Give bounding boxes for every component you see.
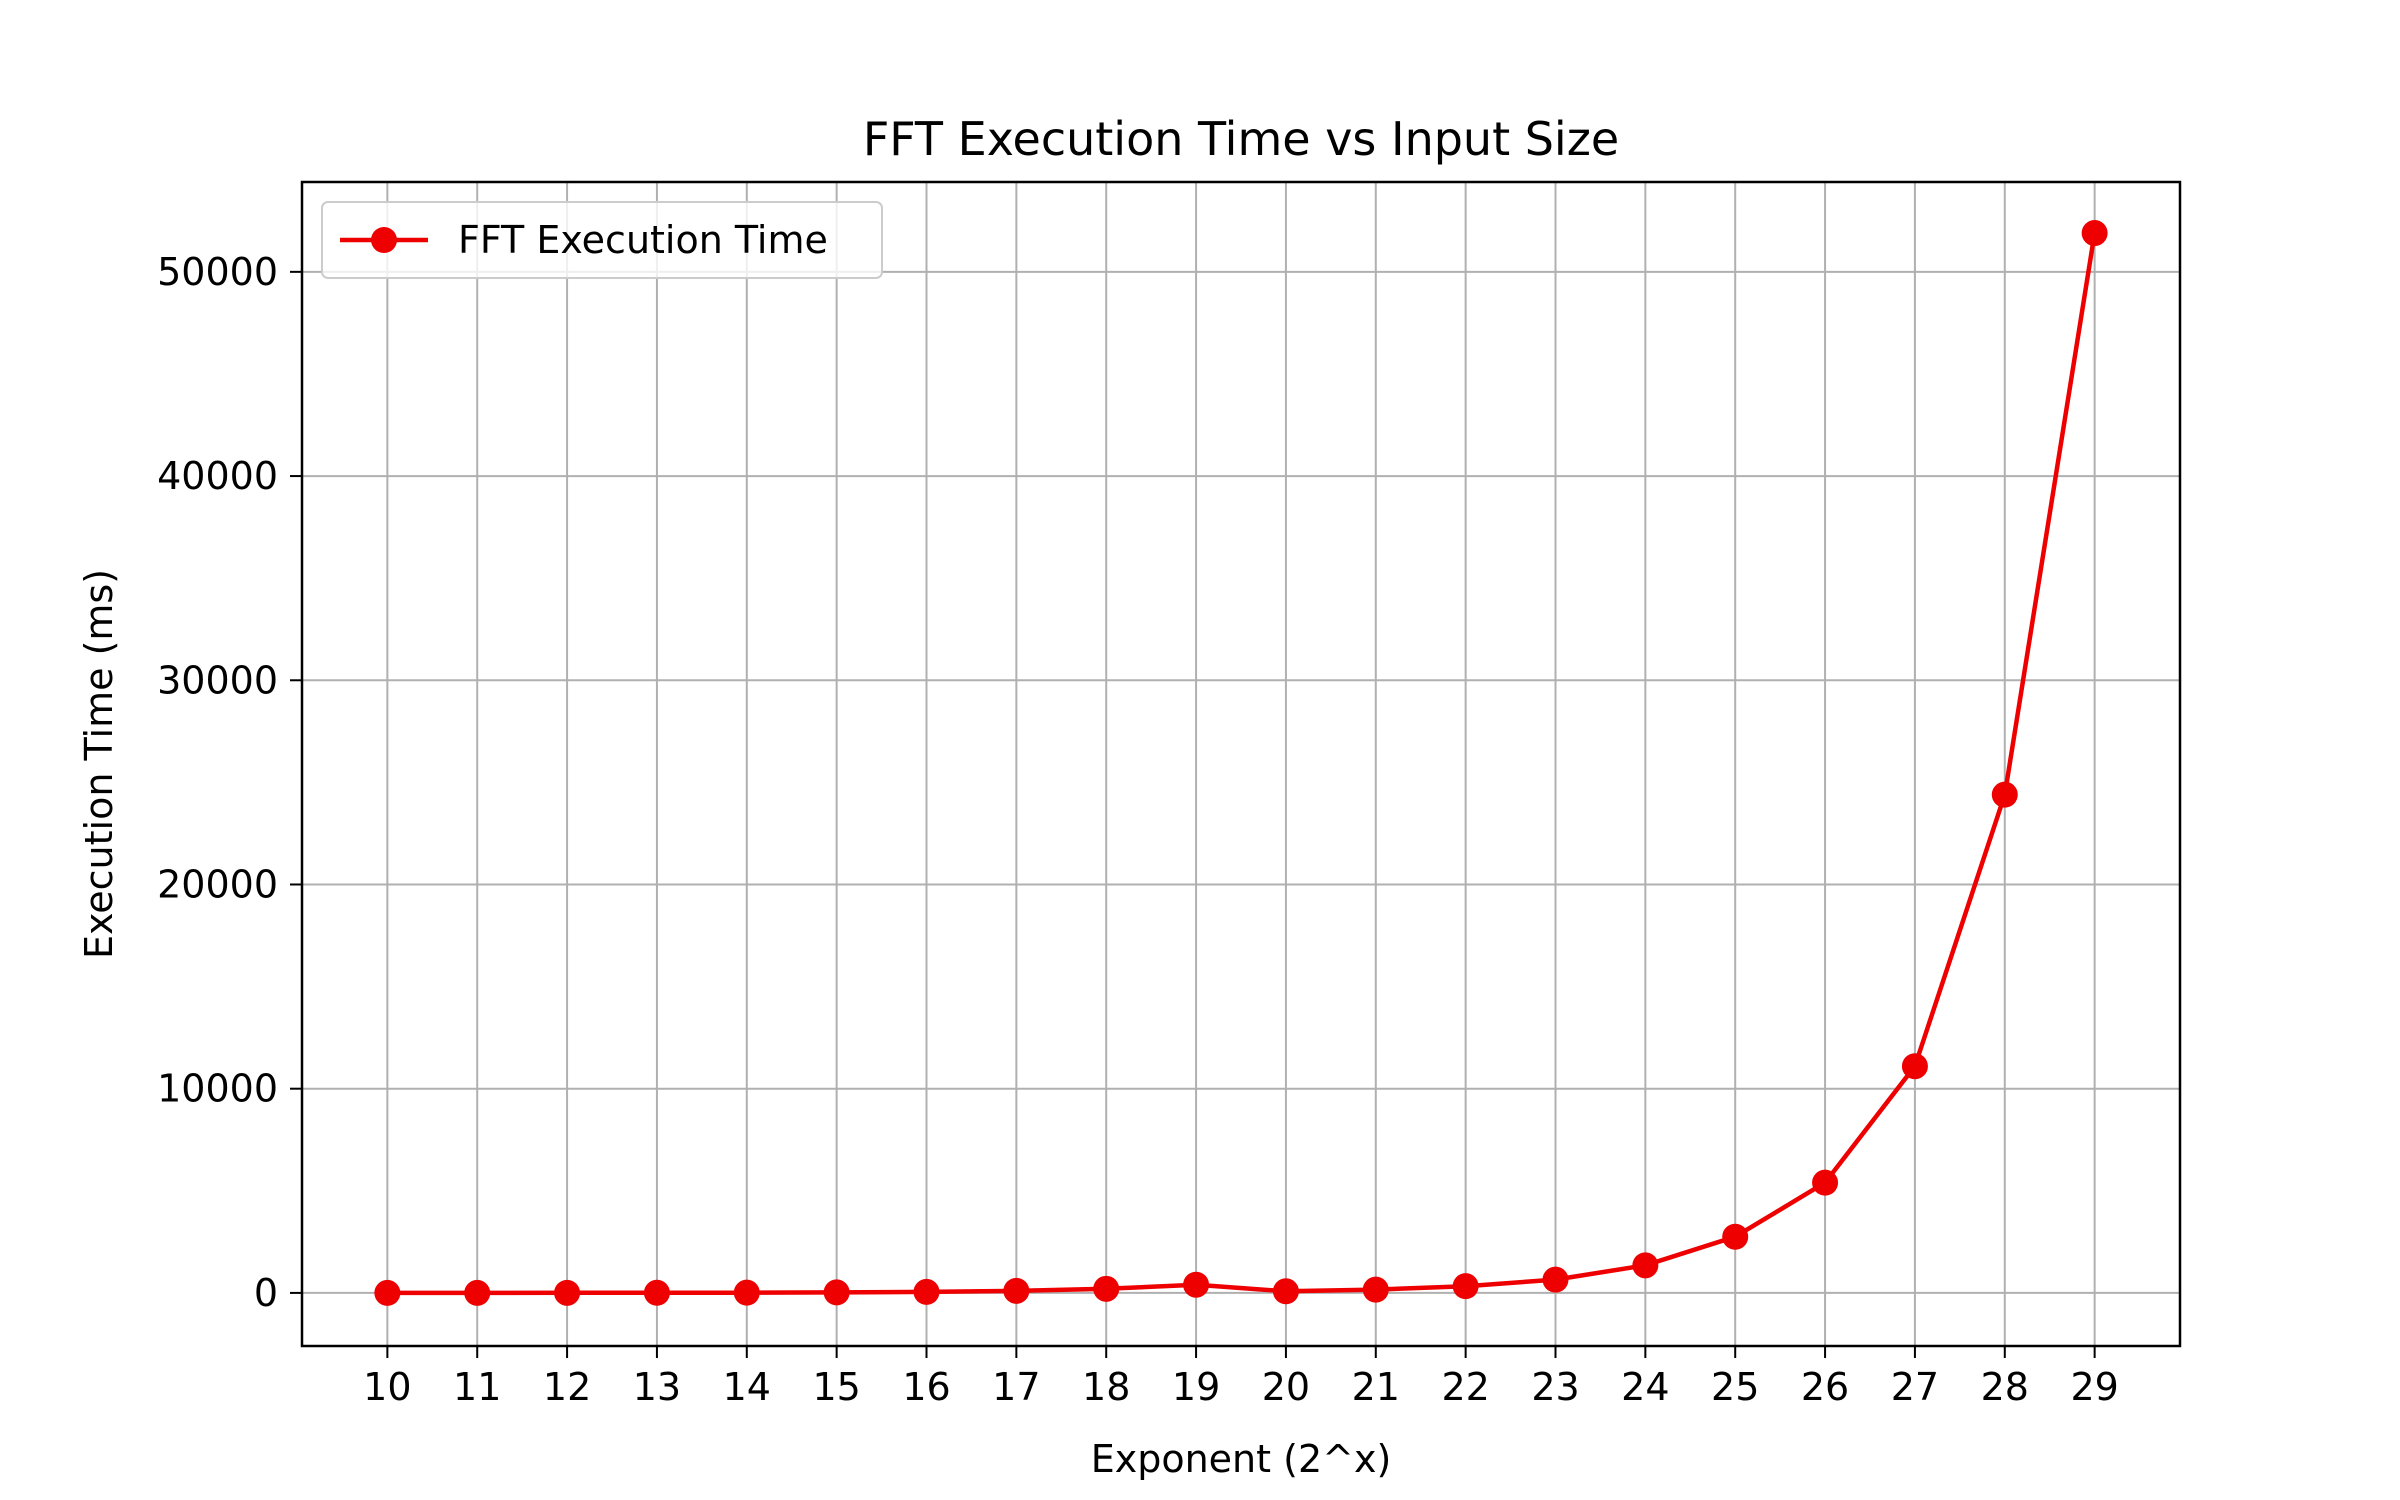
legend-label: FFT Execution Time [458, 218, 828, 262]
plot-frame [300, 180, 2182, 1348]
x-tick-label: 14 [723, 1365, 771, 1409]
data-point [733, 1279, 760, 1306]
x-tick-label: 28 [1981, 1365, 2029, 1409]
x-tick-label: 29 [2070, 1365, 2118, 1409]
data-point [1901, 1053, 1928, 1080]
legend-box [321, 201, 883, 279]
data-point [1183, 1271, 1210, 1298]
chart-title: FFT Execution Time vs Input Size [863, 112, 1619, 166]
data-point [464, 1279, 491, 1306]
x-tick-label: 18 [1082, 1365, 1130, 1409]
x-tick-label: 25 [1711, 1365, 1759, 1409]
x-tick-label: 12 [543, 1365, 591, 1409]
legend: FFT Execution Time [321, 201, 883, 279]
data-point [2081, 220, 2108, 247]
x-tick-label: 22 [1441, 1365, 1489, 1409]
y-axis-ticks: 0 10000 20000 30000 40000 50000 [157, 250, 302, 1315]
legend-marker-swatch [371, 227, 397, 253]
data-point [1812, 1169, 1839, 1196]
data-point [1991, 781, 2018, 808]
x-tick-label: 10 [363, 1365, 411, 1409]
data-point [1362, 1276, 1389, 1303]
data-point [1722, 1223, 1749, 1250]
data-point [1272, 1278, 1299, 1305]
y-tick-label: 10000 [157, 1067, 278, 1111]
series-line [387, 232, 2097, 1296]
y-tick-label: 40000 [157, 454, 278, 498]
data-point [823, 1279, 850, 1306]
x-tick-label: 21 [1352, 1365, 1400, 1409]
y-axis-title: Execution Time (ms) [77, 569, 121, 959]
x-axis-ticks: 10 11 12 13 14 15 16 17 18 19 20 21 22 23 24 25 26 27 28 29 [363, 1346, 2119, 1409]
y-tick-label: 50000 [157, 250, 278, 294]
x-tick-label: 20 [1262, 1365, 1310, 1409]
series-layer [387, 232, 2097, 1296]
x-tick-label: 23 [1531, 1365, 1579, 1409]
data-point [1003, 1277, 1030, 1304]
x-tick-label: 27 [1891, 1365, 1939, 1409]
data-point [643, 1279, 670, 1306]
y-tick-label: 30000 [157, 658, 278, 702]
y-tick-label: 20000 [157, 862, 278, 906]
x-tick-label: 26 [1801, 1365, 1849, 1409]
marker-layer [374, 220, 2108, 1306]
data-point [1093, 1275, 1120, 1302]
x-tick-label: 11 [453, 1365, 501, 1409]
x-axis-title: Exponent (2^x) [1091, 1437, 1392, 1481]
x-tick-label: 16 [902, 1365, 950, 1409]
data-point [913, 1278, 940, 1305]
data-point [1452, 1273, 1479, 1300]
x-tick-label: 19 [1172, 1365, 1220, 1409]
data-point [554, 1279, 581, 1306]
x-tick-label: 13 [633, 1365, 681, 1409]
x-tick-label: 17 [992, 1365, 1040, 1409]
data-point [1542, 1266, 1569, 1293]
x-tick-label: 24 [1621, 1365, 1669, 1409]
grid-lines [302, 182, 2180, 1346]
data-point [1632, 1252, 1659, 1279]
y-tick-label: 0 [254, 1271, 278, 1315]
data-point [374, 1279, 401, 1306]
x-tick-label: 15 [812, 1365, 860, 1409]
